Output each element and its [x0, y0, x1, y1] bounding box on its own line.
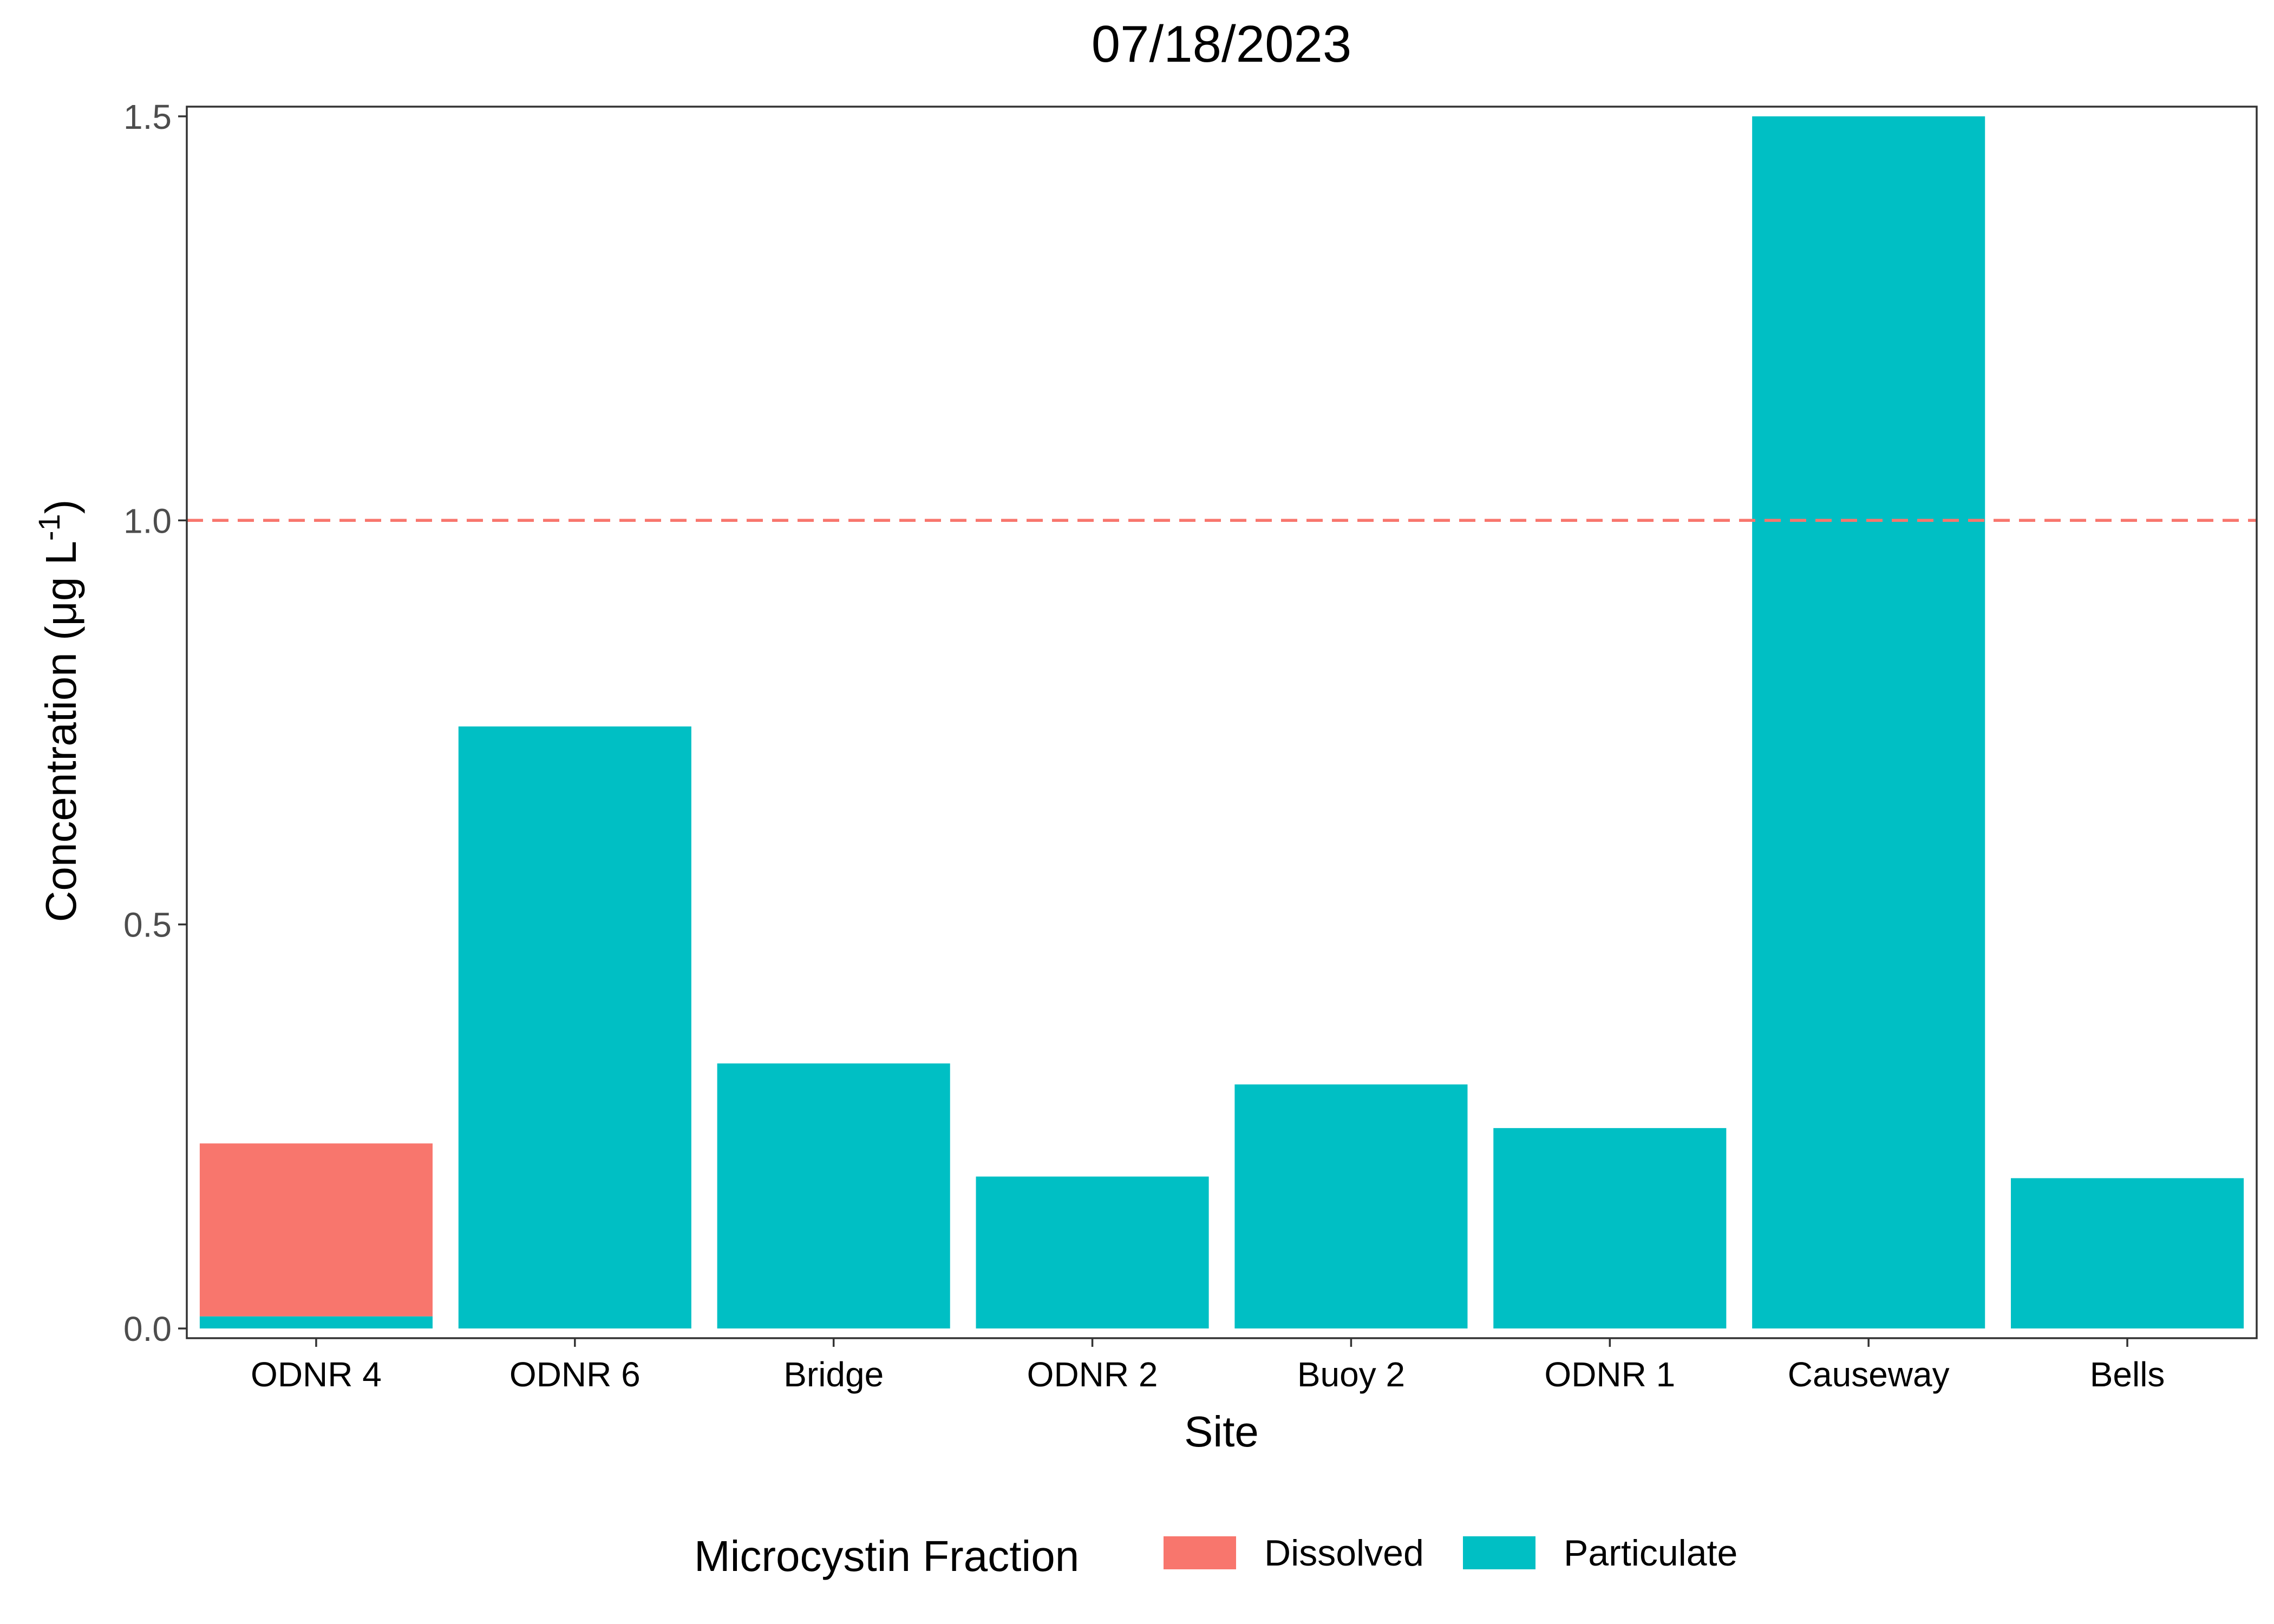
chart-title: 07/18/2023 — [1092, 15, 1351, 73]
bar-particulate-odnr-4 — [199, 1316, 433, 1329]
legend: Microcystin Fraction Dissolved Particula… — [694, 1532, 1737, 1580]
x-axis-title: Site — [1184, 1407, 1259, 1456]
x-axis: ODNR 4 ODNR 6 Bridge ODNR 2 Buoy 2 ODNR 1 Caus… — [251, 1338, 2165, 1394]
bar-particulate-odnr-6 — [458, 726, 691, 1329]
x-tick-label: Buoy 2 — [1297, 1355, 1405, 1394]
y-tick-label: 0.5 — [123, 906, 172, 945]
legend-label-dissolved: Dissolved — [1264, 1533, 1424, 1574]
x-tick-label: Causeway — [1788, 1355, 1950, 1394]
y-tick-label: 0.0 — [123, 1309, 172, 1348]
bar-particulate-odnr-1 — [1493, 1128, 1727, 1329]
bar-particulate-bells — [2011, 1178, 2244, 1329]
legend-label-particulate: Particulate — [1564, 1533, 1737, 1574]
x-tick-label: Bridge — [783, 1355, 884, 1394]
bar-particulate-odnr-2 — [976, 1176, 1209, 1329]
panel-border — [186, 106, 2258, 1339]
x-tick-label: ODNR 2 — [1027, 1355, 1158, 1394]
bar-particulate-bridge — [717, 1063, 950, 1329]
y-axis-title: Concentration (μg L-1) — [32, 500, 85, 922]
bars-layer — [199, 116, 2244, 1329]
x-tick-label: ODNR 6 — [509, 1355, 641, 1394]
y-axis-title-close: ) — [37, 500, 85, 514]
y-axis: 0.0 0.5 1.0 1.5 — [123, 97, 187, 1348]
legend-title: Microcystin Fraction — [694, 1532, 1079, 1580]
x-tick-label: ODNR 4 — [251, 1355, 382, 1394]
y-axis-title-main: Concentration (μg L — [37, 541, 85, 922]
legend-swatch-dissolved — [1164, 1536, 1236, 1569]
y-tick-label: 1.0 — [123, 501, 172, 540]
y-axis-title-superscript: -1 — [32, 514, 66, 541]
bar-dissolved-odnr-4 — [199, 1143, 433, 1317]
x-tick-label: ODNR 1 — [1544, 1355, 1675, 1394]
x-tick-label: Bells — [2090, 1355, 2165, 1394]
y-tick-label: 1.5 — [123, 97, 172, 136]
bar-particulate-buoy-2 — [1234, 1084, 1468, 1329]
legend-swatch-particulate — [1463, 1536, 1535, 1569]
bar-particulate-causeway — [1752, 116, 1985, 1329]
